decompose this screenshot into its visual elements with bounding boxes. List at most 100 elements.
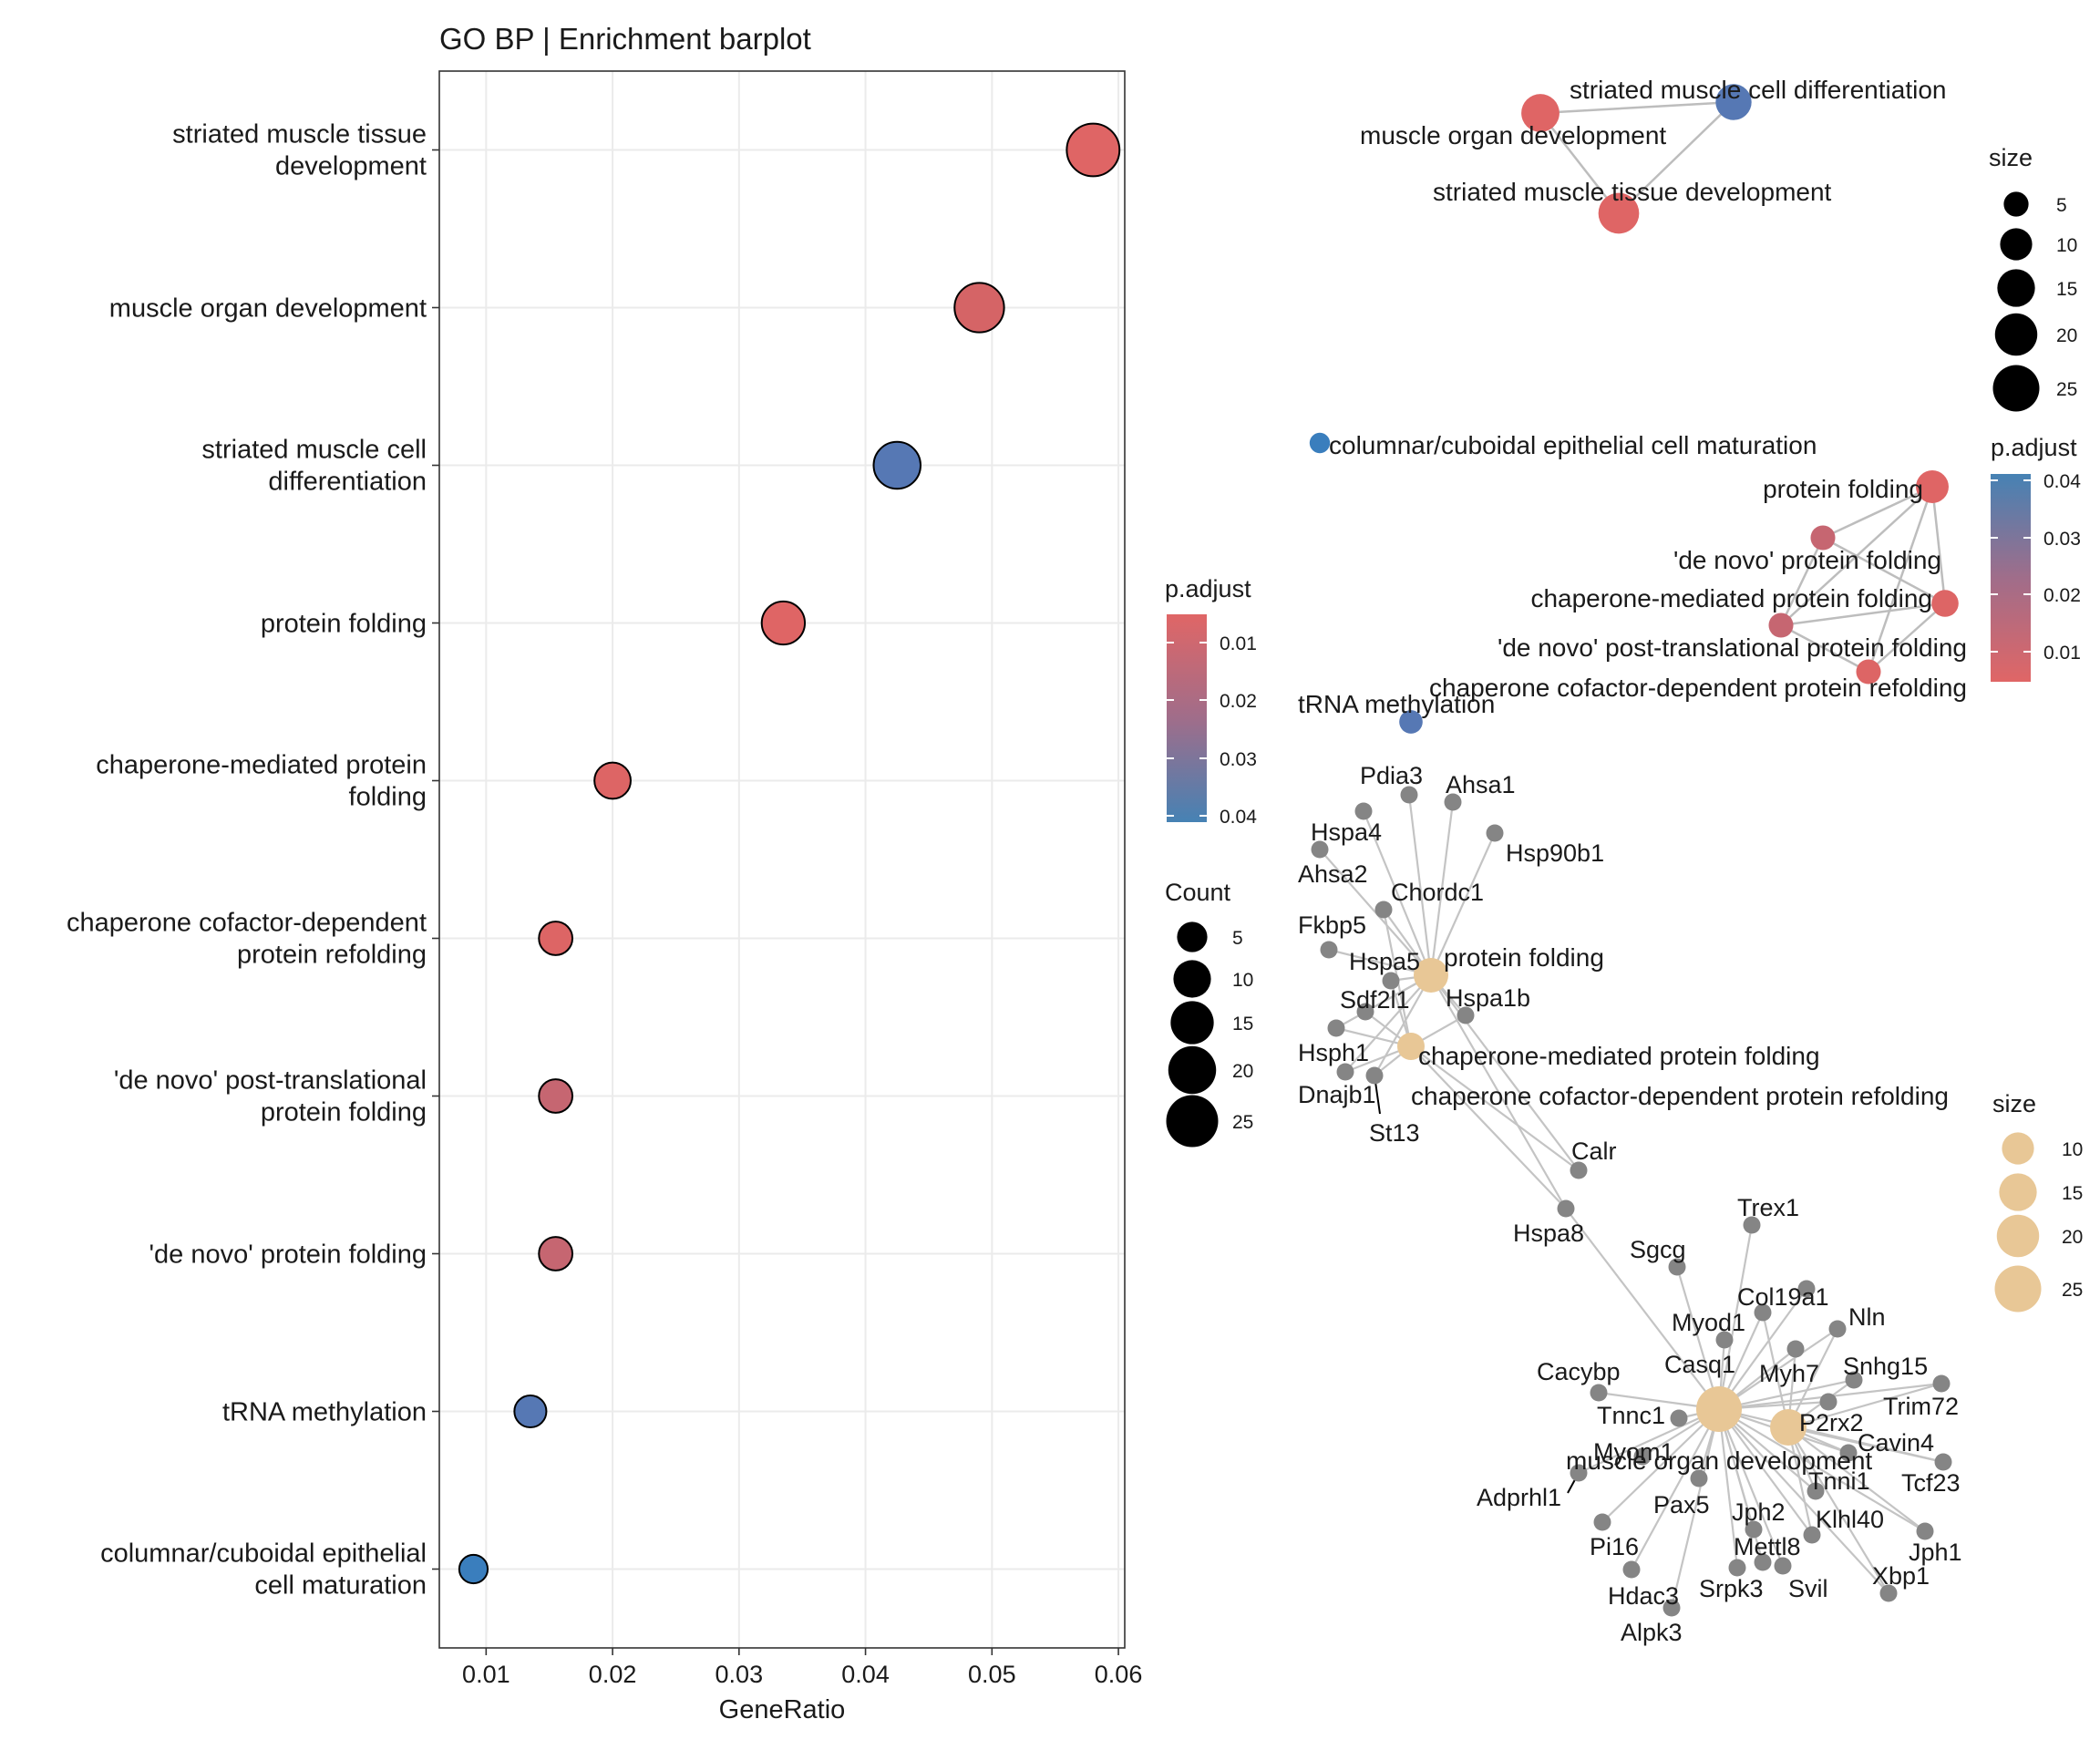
- cnet-category-node: [1397, 1033, 1425, 1060]
- dotplot-category-labels: striated muscle tissue development muscle …: [67, 120, 439, 1601]
- dotplot-padjust-colorbar: [1167, 614, 1207, 822]
- cnet-size-key: [1996, 1214, 2040, 1258]
- cnet-edge: [1787, 1382, 1942, 1429]
- y-tick-label: striated muscle tissue: [172, 120, 427, 149]
- emap-node: [1916, 470, 1949, 503]
- cnet-gene-node: [1593, 1513, 1611, 1531]
- y-tick-label: protein refolding: [237, 941, 427, 970]
- cnet-edge: [1328, 948, 1432, 977]
- emap-node-label: 'de novo' protein folding: [1673, 546, 1941, 574]
- colorbar-tick-label: 0.04: [2043, 471, 2081, 492]
- emap-size-key: [1994, 313, 2038, 356]
- cnet-edge: [1787, 1426, 1926, 1532]
- count-legend-label: 15: [1232, 1014, 1253, 1035]
- y-tick-label: folding: [349, 783, 427, 812]
- dot-point: [1065, 122, 1121, 178]
- cnet-gene-node: [1715, 1331, 1734, 1349]
- cnet-gene-node: [1803, 1526, 1821, 1544]
- cnet-gene-node: [1400, 786, 1418, 804]
- emap-nodes: [1309, 84, 1959, 734]
- dot-point: [953, 282, 1005, 334]
- cnet-gene-label: Hspa4: [1311, 818, 1382, 846]
- cnet-edge: [1410, 1045, 1580, 1171]
- dotplot-plot-area: [439, 71, 1125, 1648]
- cnet-gene-label: Cavin4: [1858, 1429, 1934, 1457]
- cnet-gene-label: Chordc1: [1391, 879, 1484, 906]
- cnet-edge: [1670, 1408, 1721, 1609]
- cnet-gene-node: [1570, 1161, 1588, 1179]
- cnet-size-key: [1994, 1265, 2042, 1312]
- cnet-size-legend: size 10 15 20 25: [1992, 1090, 2083, 1312]
- dot-point: [760, 600, 807, 646]
- cnet-edge: [1786, 1426, 1814, 1536]
- cnet-category-label: chaperone-mediated protein folding: [1418, 1042, 1820, 1070]
- cnet-edge: [1565, 1208, 1720, 1410]
- emap-edge: [1780, 602, 1946, 627]
- cnet-edge: [1344, 974, 1432, 1073]
- emap-edge: [1780, 623, 1869, 674]
- emap-padjust-legend-title: p.adjust: [1991, 434, 2077, 461]
- emap-edge: [1822, 485, 1933, 540]
- cnet-size-label: 20: [2062, 1227, 2083, 1248]
- cnet-size-label: 10: [2062, 1139, 2083, 1160]
- cnet-gene-node: [1797, 1280, 1816, 1298]
- emap-size-key: [2003, 191, 2029, 217]
- dot-point: [538, 921, 574, 956]
- cnet-category-node: [1770, 1409, 1807, 1446]
- cnet-gene-node: [1916, 1522, 1934, 1540]
- cnet-gene-label: St13: [1369, 1119, 1420, 1147]
- cnet-gene-node: [1633, 1447, 1652, 1466]
- emap-node: [1521, 94, 1560, 132]
- cnet-gene-node: [1444, 793, 1462, 811]
- cnet-gene-node: [1828, 1320, 1847, 1338]
- x-tick-label: 0.01: [462, 1661, 510, 1688]
- cnet-edge: [1787, 1426, 1944, 1464]
- cnet-gene-label: Hdac3: [1608, 1582, 1679, 1610]
- count-legend-label: 5: [1232, 928, 1243, 949]
- dot-point: [593, 761, 632, 800]
- emap-size-key: [1997, 269, 2035, 307]
- dotplot-padjust-legend: p.adjust 0.01 0.02 0.03 0.04: [1165, 575, 1257, 828]
- dotplot-points: [458, 122, 1121, 1585]
- emap-node-label: tRNA methylation: [1298, 690, 1495, 718]
- cnet-gene-node: [1662, 1599, 1681, 1617]
- cnet-size-key: [1999, 1173, 2037, 1211]
- cnet-gene-node: [1570, 1464, 1588, 1482]
- x-tick-label: 0.06: [1095, 1661, 1143, 1688]
- cnet-gene-node: [1932, 1374, 1951, 1393]
- emap-node: [1810, 525, 1836, 551]
- dotplot-title: GO BP | Enrichment barplot: [439, 22, 811, 56]
- cnet-gene-label: Srpk3: [1699, 1575, 1764, 1602]
- count-legend-label: 25: [1232, 1112, 1253, 1133]
- emap-node-label: 'de novo' post-translational protein fol…: [1498, 633, 1967, 662]
- emap-size-legend-title: size: [1989, 144, 2033, 171]
- dotplot-x-ticks: 0.01 0.02 0.03 0.04 0.05 0.06: [462, 1648, 1142, 1688]
- emap-size-label: 10: [2056, 235, 2077, 256]
- cnet-gene-node: [1690, 1469, 1708, 1488]
- cnet-size-key: [2002, 1132, 2034, 1165]
- cnet-edge: [1429, 832, 1497, 976]
- cnet-edge: [1718, 1378, 1855, 1411]
- x-tick-label: 0.04: [841, 1661, 890, 1688]
- cnet-gene-node: [1934, 1453, 1952, 1471]
- cnet-category-label: chaperone cofactor-dependent protein ref…: [1411, 1082, 1949, 1110]
- cnet-gene-label: Trim72: [1883, 1393, 1959, 1420]
- cnet-category-label: protein folding: [1444, 943, 1604, 972]
- cnet-gene-label: Tnni1: [1808, 1467, 1870, 1495]
- emap-node-label: striated muscle tissue development: [1433, 178, 1832, 206]
- cnet-nodes: [1311, 786, 1952, 1617]
- cnet-gene-label: Hspa8: [1513, 1220, 1584, 1247]
- cnet-gene-node: [1311, 840, 1329, 859]
- colorbar-tick-label: 0.03: [1220, 749, 1257, 770]
- y-tick-label: tRNA methylation: [222, 1398, 427, 1427]
- cnet-gene-label: Adprhl1: [1477, 1484, 1561, 1511]
- cnet-edge: [1430, 974, 1580, 1171]
- cnet-gene-node: [1320, 941, 1338, 959]
- cnet-size-keys: 10 15 20 25: [1994, 1132, 2083, 1312]
- cnet-gene-node: [1668, 1258, 1686, 1276]
- cnet-gene-label: Casq1: [1664, 1351, 1735, 1378]
- colorbar-tick-label: 0.04: [1220, 807, 1257, 828]
- x-tick-label: 0.03: [715, 1661, 764, 1688]
- emap-node: [1399, 710, 1423, 734]
